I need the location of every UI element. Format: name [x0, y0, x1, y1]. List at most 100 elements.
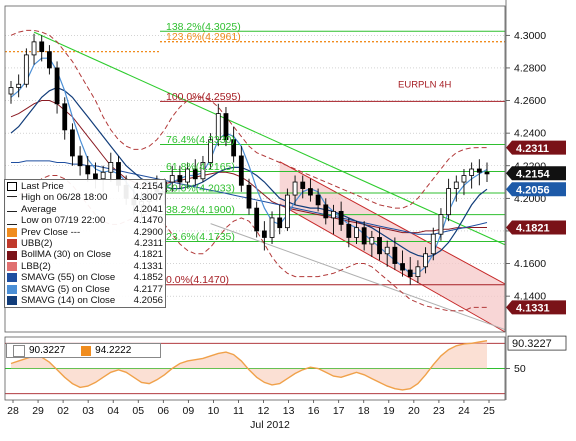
candle-body-46 [361, 227, 367, 245]
price-tag-4 [506, 300, 566, 315]
osc-legend-value-2: 94.2222 [95, 345, 132, 356]
x-tick-label-11: 13 [283, 405, 295, 417]
legend-row-2: Average 4.2041 [7, 204, 163, 215]
fib-level-label-1: 123.6%(4.2961) [166, 31, 241, 43]
legend-row-8: SMAVG (55) on Close 4.1852 [7, 272, 163, 283]
fib-level-label-7: 23.6%(4.1735) [166, 231, 235, 243]
legend-value-4: 4.2900 [133, 226, 163, 238]
legend-row-7: LBB(2) 4.1331 [7, 261, 163, 272]
osc-legend-value-1: 90.3227 [29, 345, 66, 356]
channel-upper-line [279, 161, 506, 285]
candle-body-31 [246, 184, 252, 209]
legend-row-1: High on 06/28 18:00 4.3007 [7, 192, 163, 203]
legend-label-5: UBB(2) [21, 237, 53, 249]
fib-level-label-2: 100.0%(4.2595) [166, 91, 241, 103]
sma5-line [10, 57, 488, 274]
candle-body-22 [177, 175, 183, 183]
legend-label-3: Low on 07/19 22:00 [21, 215, 106, 227]
legend-row-6: BollMA (30) on Close 4.1821 [7, 249, 163, 260]
candle-body-60 [469, 168, 475, 176]
x-tick-label-9: 11 [233, 405, 244, 417]
candle-body-40 [315, 194, 321, 206]
x-tick-label-18: 24 [458, 405, 470, 417]
candle-body-30 [238, 155, 244, 186]
candle-body-2 [23, 54, 29, 85]
x-tick-label-4: 04 [107, 405, 119, 417]
legend-label-1: High on 06/28 18:00 [21, 192, 108, 204]
legend-value-9: 4.2177 [133, 283, 163, 295]
legend-label-2: Average [21, 203, 57, 215]
price-tag-1 [506, 166, 566, 181]
x-tick-label-12: 16 [308, 405, 320, 417]
candle-body-43 [338, 210, 344, 225]
oscillator-legend: 90.3227 94.2222 [6, 343, 161, 358]
legend-swatch-6 [7, 250, 17, 260]
candle-body-52 [407, 269, 413, 277]
legend-label-8: SMAVG (55) on Close [21, 272, 116, 284]
candle-body-9 [77, 155, 83, 167]
y-tick-label-2: 4.2600 [514, 95, 546, 107]
legend-value-6: 4.1821 [133, 249, 163, 261]
x-tick-label-2: 02 [57, 405, 69, 417]
candle-body-47 [369, 237, 375, 245]
legend-label-4: Prev Close --- [21, 226, 81, 238]
legend-row-5: UBB(2) 4.2311 [7, 238, 163, 249]
legend-row-9: SMAVG (5) on Close 4.2177 [7, 284, 163, 295]
legend-value-7: 4.1331 [133, 260, 163, 272]
price-tag-label-0: 4.2311 [516, 143, 549, 155]
candle-body-13 [108, 162, 114, 173]
instrument-label: EURPLN 4H [398, 80, 451, 91]
candle-body-24 [192, 168, 198, 180]
fib-level-label-5: 50.0%(4.2033) [166, 182, 235, 194]
downtrend-line [33, 31, 506, 246]
x-axis-label: Jul 2012 [250, 419, 290, 431]
candle-body-27 [215, 113, 221, 141]
candle-body-23 [185, 168, 190, 183]
legend-row-3: Low on 07/19 22:00 4.1470 [7, 215, 163, 226]
legend-label-6: BollMA (30) on Close [21, 249, 112, 261]
candle-body-37 [292, 181, 298, 196]
x-tick-label-15: 19 [383, 405, 395, 417]
x-tick-label-1: 29 [32, 405, 44, 417]
legend-label-10: SMAVG (14) on Close [21, 294, 116, 306]
candle-body-10 [85, 165, 91, 175]
candle-body-21 [169, 175, 175, 183]
x-tick-label-13: 17 [333, 405, 345, 417]
legend-value-1: 4.3007 [133, 192, 163, 204]
sma14-line [10, 86, 488, 258]
x-tick-label-17: 23 [433, 405, 445, 417]
legend-label-9: SMAVG (5) on Close [21, 283, 110, 295]
legend-row-4: Prev Close --- 4.2900 [7, 227, 163, 238]
candle-body-45 [354, 227, 359, 238]
oscillator-line [10, 340, 488, 391]
legend-swatch-8 [7, 273, 17, 283]
fib-level-label-0: 138.2%(4.3025) [166, 21, 241, 33]
legend-swatch-10 [7, 296, 17, 306]
price-tag-label-2: 4.2056 [516, 184, 550, 196]
x-tick-label-10: 12 [258, 405, 270, 417]
fib-level-label-4: 61.8%(4.2165) [166, 161, 235, 173]
candle-body-34 [269, 217, 275, 238]
candle-body-29 [231, 139, 237, 157]
candle-body-41 [323, 204, 329, 219]
y-tick-label-1: 4.2800 [514, 63, 546, 75]
price-tag-0 [506, 140, 566, 155]
candle-body-3 [31, 41, 37, 56]
candle-body-58 [453, 181, 459, 189]
legend-value-3: 4.1470 [133, 215, 163, 227]
candle-body-6 [54, 67, 60, 105]
candle-body-55 [430, 233, 436, 255]
y-tick-label-8: 4.1400 [514, 291, 546, 303]
legend-value-0: 4.2154 [133, 181, 163, 192]
candle-body-33 [261, 230, 267, 238]
legend-row-0: Last Price 4.2154 [7, 181, 163, 192]
candle-body-36 [284, 194, 290, 229]
candle-body-59 [461, 175, 467, 183]
candle-body-8 [70, 129, 75, 157]
candle-body-49 [384, 246, 390, 255]
candle-body-42 [331, 210, 336, 219]
legend-swatch-1 [7, 196, 17, 200]
fib-level-label-6: 38.2%(4.1900) [166, 204, 235, 216]
